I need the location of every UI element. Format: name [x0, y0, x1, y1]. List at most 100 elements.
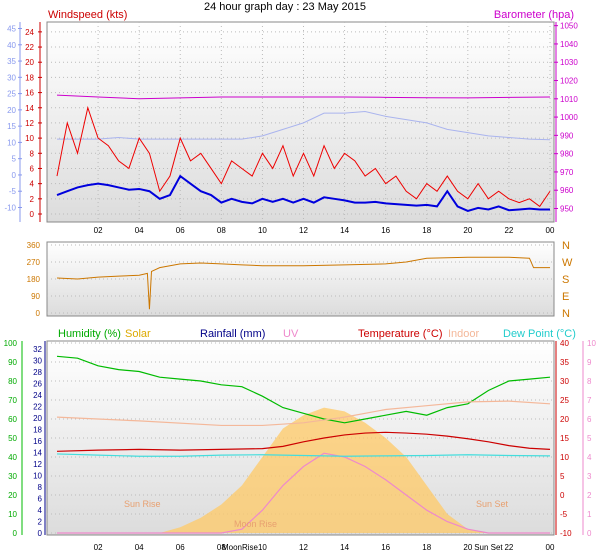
uv-tick-label: 2 — [587, 491, 592, 500]
uv-tick-label: 6 — [587, 415, 592, 424]
windspeed-tick-label: 16 — [25, 89, 34, 98]
gust-line — [56, 105, 551, 208]
outer-temp-tick-label: -10 — [4, 203, 16, 212]
humidity-tick-label: 10 — [8, 510, 17, 519]
windspeed-tick-label: 8 — [30, 149, 35, 158]
temperature-tick-label: 0 — [560, 491, 565, 500]
x-tick-label: 06 — [176, 226, 185, 235]
humidity-temperature-panel: Humidity (%) Solar Rainfall (mm) UV Temp… — [4, 328, 597, 552]
outer-temp-tick-label: 0 — [12, 171, 17, 180]
barometer-tick-label: 1010 — [560, 95, 578, 104]
outer-temp-tick-label: 15 — [7, 122, 16, 131]
windspeed-tick-label: 14 — [25, 104, 34, 113]
rainfall-tick-label: 10 — [33, 471, 42, 480]
x-tick-label: 08 — [217, 543, 226, 552]
humidity-tick-label: 60 — [8, 415, 17, 424]
sunset-label: Sun Set — [476, 499, 509, 509]
outer-temp-tick-label: 45 — [7, 25, 16, 34]
x-tick-label: 18 — [422, 543, 431, 552]
uv-tick-label: 0 — [587, 529, 592, 538]
windspeed-line — [56, 174, 550, 213]
windspeed-tick-label: 22 — [25, 43, 34, 52]
x-tick-label: 12 — [299, 543, 308, 552]
barometer-line — [56, 94, 551, 100]
x-tick-label: 22 — [504, 226, 513, 235]
outer-temp-tick-label: 35 — [7, 57, 16, 66]
uv-tick-label: 4 — [587, 453, 592, 462]
uv-tick-label: 7 — [587, 396, 592, 405]
x-tick-label: 02 — [94, 543, 103, 552]
x-tick-label: 10 — [258, 226, 267, 235]
temperature-tick-label: 10 — [560, 453, 569, 462]
x-tick-label: 00 — [546, 543, 555, 552]
x-tick-label: 08 — [217, 226, 226, 235]
rainfall-tick-label: 18 — [33, 425, 42, 434]
rainfall-tick-label: 12 — [33, 460, 42, 469]
uv-tick-label: 10 — [587, 339, 596, 348]
x-tick-label: 12 — [299, 226, 308, 235]
x-tick-label: 16 — [381, 226, 390, 235]
humidity-tick-label: 70 — [8, 396, 17, 405]
rainfall-label: Rainfall (mm) — [200, 328, 265, 340]
outer-temp-tick-label: 40 — [7, 41, 16, 50]
humidity-tick-label: 80 — [8, 377, 17, 386]
uv-tick-label: 8 — [587, 377, 592, 386]
outer-temp-tick-label: 20 — [7, 106, 16, 115]
dewpoint-line — [56, 453, 551, 457]
indoor-label: Indoor — [448, 328, 480, 340]
x-tick-label: 14 — [340, 543, 349, 552]
humidity-tick-label: 90 — [8, 358, 17, 367]
solar-area — [57, 407, 550, 533]
rainfall-tick-label: 4 — [38, 506, 43, 515]
compass-tick-label: N — [562, 240, 570, 252]
windspeed-label: Windspeed (kts) — [48, 9, 127, 21]
compass-tick-label: W — [562, 257, 573, 269]
rainfall-tick-label: 2 — [38, 517, 43, 526]
windspeed-tick-label: 18 — [25, 73, 34, 82]
x-tick-label: Sun Set — [474, 543, 503, 552]
rainfall-tick-label: 26 — [33, 379, 42, 388]
outer-temp-tick-label: 30 — [7, 73, 16, 82]
windspeed-tick-label: 0 — [30, 210, 35, 219]
moonrise-label: Moon Rise — [234, 519, 277, 529]
x-tick-label: 02 — [94, 226, 103, 235]
x-tick-label: 22 — [504, 543, 513, 552]
uv-line — [57, 452, 550, 534]
humidity-tick-label: 50 — [8, 434, 17, 443]
x-tick-label: 06 — [176, 543, 185, 552]
rainfall-tick-label: 14 — [33, 448, 42, 457]
x-tick-label: 04 — [135, 543, 144, 552]
direction-line — [56, 256, 550, 310]
uv-label: UV — [283, 328, 299, 340]
temperature-tick-label: 20 — [560, 415, 569, 424]
direction-tick-label: 180 — [27, 275, 41, 284]
windspeed-tick-label: 4 — [30, 180, 35, 189]
humidity-tick-label: 100 — [4, 339, 18, 348]
temperature-line — [56, 431, 551, 452]
rainfall-tick-label: 32 — [33, 345, 42, 354]
temperature-tick-label: 40 — [560, 339, 569, 348]
temperature-label: Temperature (°C) — [358, 328, 442, 340]
temperature-tick-label: -5 — [560, 510, 568, 519]
x-tick-label: 10 — [258, 543, 267, 552]
x-tick-label: 04 — [135, 226, 144, 235]
barometer-tick-label: 960 — [560, 186, 574, 195]
x-tick-label: 18 — [422, 226, 431, 235]
uv-tick-label: 9 — [587, 358, 592, 367]
rainfall-tick-label: 16 — [33, 437, 42, 446]
solar-label: Solar — [125, 328, 151, 340]
rainfall-tick-label: 0 — [38, 529, 43, 538]
barometer-tick-label: 1000 — [560, 113, 578, 122]
barometer-label: Barometer (hpa) — [494, 9, 574, 21]
outer-temp-tick-label: -5 — [9, 187, 17, 196]
barometer-tick-label: 970 — [560, 168, 574, 177]
direction-tick-label: 270 — [27, 258, 41, 267]
temperature-tick-label: 15 — [560, 434, 569, 443]
temperature-tick-label: 35 — [560, 358, 569, 367]
uv-tick-label: 5 — [587, 434, 592, 443]
uv-tick-label: 3 — [587, 472, 592, 481]
uv-tick-label: 1 — [587, 510, 592, 519]
temperature-tick-label: -10 — [560, 529, 572, 538]
dewpoint-label: Dew Point (°C) — [503, 328, 576, 340]
